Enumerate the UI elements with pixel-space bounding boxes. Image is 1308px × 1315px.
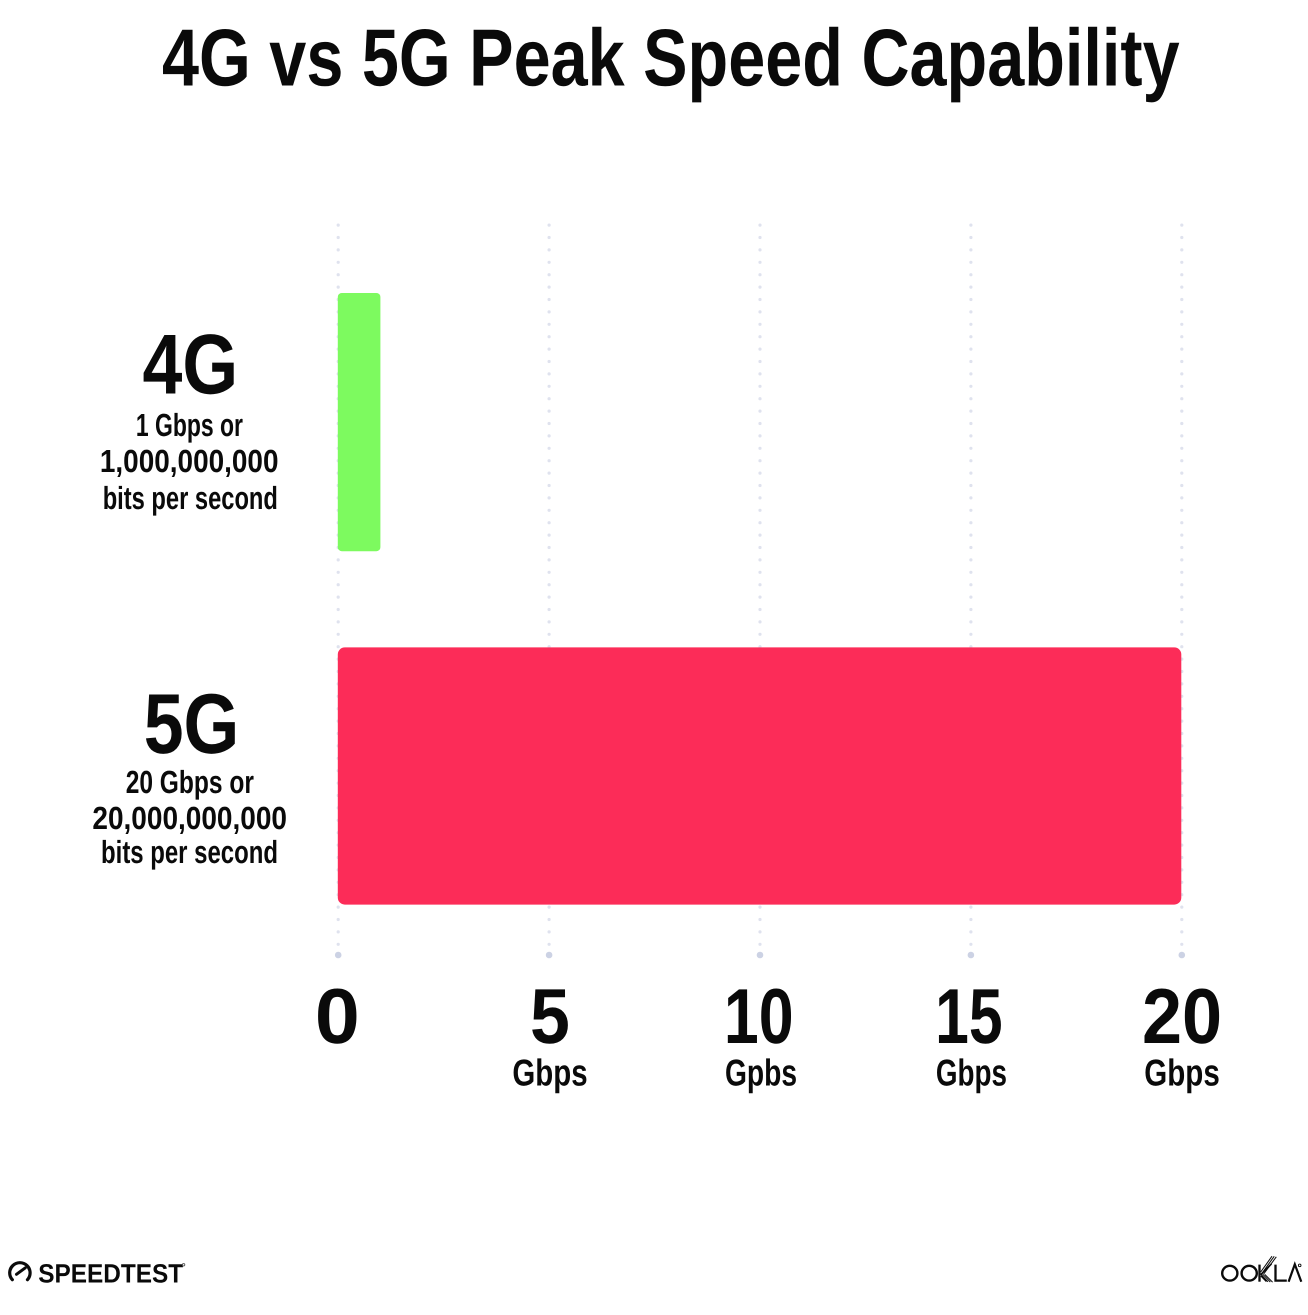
svg-text:bits per second: bits per second <box>103 480 278 516</box>
svg-text:Gpbs: Gpbs <box>725 1052 797 1094</box>
svg-text:15: 15 <box>935 972 1003 1060</box>
svg-text:SPEEDTEST: SPEEDTEST <box>38 1259 183 1289</box>
svg-text:Gbps: Gbps <box>512 1052 587 1094</box>
svg-text:0: 0 <box>315 972 360 1060</box>
svg-text:1,000,000,000: 1,000,000,000 <box>100 443 279 479</box>
svg-text:1 Gbps or: 1 Gbps or <box>136 407 243 443</box>
svg-text:5: 5 <box>530 972 570 1060</box>
svg-text:Gbps: Gbps <box>936 1052 1007 1094</box>
svg-text:20: 20 <box>1142 972 1222 1060</box>
svg-text:4G vs 5G Peak Speed Capability: 4G vs 5G Peak Speed Capability <box>162 14 1180 104</box>
svg-text:20 Gbps or: 20 Gbps or <box>126 764 254 800</box>
svg-text:10: 10 <box>724 972 794 1060</box>
svg-text:20,000,000,000: 20,000,000,000 <box>92 800 287 836</box>
svg-text:Gbps: Gbps <box>1144 1052 1220 1094</box>
svg-text:5G: 5G <box>144 677 240 772</box>
svg-text:4G: 4G <box>143 318 239 413</box>
svg-text:bits per second: bits per second <box>101 834 278 870</box>
